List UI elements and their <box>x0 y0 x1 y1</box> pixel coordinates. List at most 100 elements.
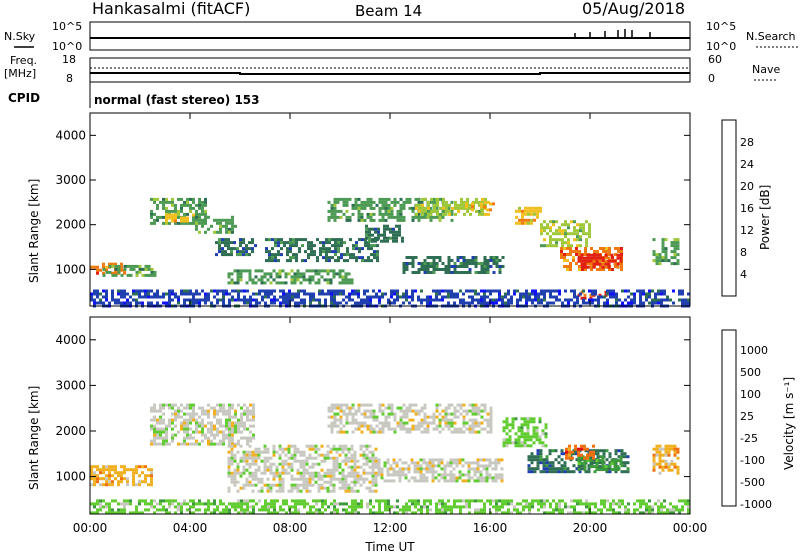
heatmap-cell <box>367 247 370 251</box>
heatmap-cell <box>684 301 687 305</box>
heatmap-cell <box>358 250 361 254</box>
heatmap-cell <box>498 289 501 293</box>
heatmap-cell <box>162 203 165 207</box>
heatmap-cell <box>159 215 162 219</box>
heatmap-cell <box>552 289 555 293</box>
heatmap-cell <box>531 505 534 509</box>
heatmap-cell <box>663 289 666 293</box>
heatmap-cell <box>251 489 255 493</box>
heatmap-cell <box>639 295 642 299</box>
heatmap-cell <box>263 483 267 487</box>
heatmap-cell <box>215 253 218 257</box>
heatmap-cell <box>452 461 456 465</box>
heatmap-cell <box>529 417 533 421</box>
heatmap-cell <box>426 499 429 503</box>
heatmap-cell <box>234 298 237 302</box>
y-tick-label: 3000 <box>55 173 86 187</box>
heatmap-cell <box>321 511 324 515</box>
heatmap-cell <box>577 259 581 263</box>
heatmap-cell <box>422 467 426 471</box>
heatmap-cell <box>93 465 96 469</box>
heatmap-cell <box>543 220 546 224</box>
heatmap-cell <box>539 206 542 210</box>
heatmap-cell <box>522 508 525 512</box>
heatmap-cell <box>492 505 495 509</box>
heatmap-cell <box>265 238 268 242</box>
heatmap-cell <box>114 499 117 503</box>
heatmap-cell <box>592 450 595 454</box>
heatmap-cell <box>293 450 297 454</box>
heatmap-cell <box>270 511 273 515</box>
heatmap-cell <box>363 403 367 407</box>
heatmap-cell <box>324 499 327 503</box>
heatmap-cell <box>532 417 536 421</box>
heatmap-cell <box>518 206 521 210</box>
heatmap-cell <box>396 298 399 302</box>
heatmap-cell <box>210 301 213 305</box>
heatmap-cell <box>93 298 96 302</box>
heatmap-cell <box>582 301 585 305</box>
heatmap-cell <box>372 409 376 413</box>
heatmap-cell <box>435 409 439 413</box>
heatmap-cell <box>615 298 618 302</box>
heatmap-cell <box>114 511 117 515</box>
heatmap-cell <box>189 197 192 201</box>
heatmap-cell <box>592 256 596 260</box>
heatmap-cell <box>454 206 457 210</box>
heatmap-cell <box>126 502 129 506</box>
heatmap-cell <box>498 292 501 296</box>
heatmap-cell <box>419 464 423 468</box>
heatmap-cell <box>141 289 144 293</box>
heatmap-cell <box>147 508 150 512</box>
heatmap-cell <box>438 502 441 506</box>
heatmap-cell <box>144 499 147 503</box>
heatmap-cell <box>483 205 486 209</box>
heatmap-cell <box>174 409 177 413</box>
heatmap-cell <box>544 435 548 439</box>
heatmap-cell <box>569 250 572 253</box>
heatmap-cell <box>225 508 228 512</box>
heatmap-cell <box>440 461 444 465</box>
heatmap-cell <box>227 462 231 466</box>
heatmap-cell <box>257 269 261 273</box>
heatmap-cell <box>558 499 561 503</box>
heatmap-cell <box>477 412 481 416</box>
heatmap-cell <box>488 461 492 465</box>
heatmap-cell <box>480 265 484 268</box>
heatmap-cell <box>339 301 342 305</box>
heatmap-cell <box>362 462 366 466</box>
heatmap-cell <box>284 453 288 457</box>
heatmap-cell <box>210 224 213 228</box>
heatmap-cell <box>494 464 498 468</box>
heatmap-cell <box>354 427 358 431</box>
heatmap-cell <box>96 265 99 269</box>
heatmap-cell <box>353 465 357 469</box>
heatmap-cell <box>663 499 666 503</box>
heatmap-cell <box>450 265 454 268</box>
heatmap-cell <box>375 499 378 503</box>
heatmap-cell <box>536 452 540 456</box>
heatmap-cell <box>594 505 597 509</box>
heatmap-cell <box>467 467 471 471</box>
heatmap-cell <box>183 421 186 425</box>
heatmap-cell <box>353 477 357 481</box>
heatmap-cell <box>120 480 123 484</box>
heatmap-cell <box>233 483 237 487</box>
heatmap-cell <box>135 508 138 512</box>
heatmap-cell <box>365 486 369 490</box>
heatmap-cell <box>336 289 339 293</box>
heatmap-cell <box>305 444 309 448</box>
heatmap-cell <box>339 502 342 506</box>
heatmap-cell <box>408 406 412 410</box>
heatmap-cell <box>401 470 405 474</box>
heatmap-cell <box>243 295 246 299</box>
heatmap-cell <box>501 505 504 509</box>
heatmap-cell <box>251 281 255 285</box>
heatmap-cell <box>465 505 468 509</box>
heatmap-cell <box>374 471 378 475</box>
heatmap-cell <box>357 409 361 413</box>
heatmap-cell <box>373 253 376 257</box>
heatmap-cell <box>269 456 273 460</box>
heatmap-cell <box>410 458 414 462</box>
heatmap-cell <box>392 470 396 474</box>
